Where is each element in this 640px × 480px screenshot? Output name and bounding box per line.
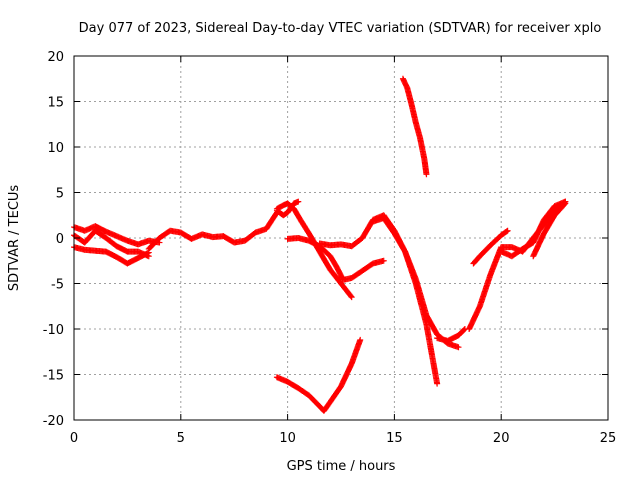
y-tick-label: 10 (47, 141, 64, 156)
data-series (273, 336, 364, 414)
data-point (357, 336, 364, 343)
data-point (348, 294, 355, 301)
x-tick-label: 0 (70, 431, 78, 446)
data-series (71, 227, 152, 260)
data-points (71, 75, 569, 414)
x-tick-label: 20 (493, 431, 510, 446)
data-point (460, 326, 467, 333)
data-point (504, 227, 511, 234)
data-point (380, 257, 387, 264)
y-tick-label: 20 (47, 50, 64, 65)
x-tick-label: 10 (279, 431, 296, 446)
data-series (470, 227, 511, 267)
y-tick-label: -5 (51, 278, 64, 293)
data-series (399, 75, 430, 178)
y-tick-label: 5 (56, 187, 64, 202)
grid-lines (74, 56, 608, 420)
data-series (498, 198, 569, 260)
data-point (561, 201, 568, 208)
x-tick-label: 25 (600, 431, 617, 446)
data-point (503, 228, 510, 235)
y-tick-label: -20 (43, 414, 64, 429)
data-point (434, 380, 441, 387)
data-series (71, 244, 152, 267)
y-tick-label: -15 (43, 369, 64, 384)
data-point (347, 293, 354, 300)
data-point (562, 200, 569, 207)
x-tick-label: 5 (177, 431, 185, 446)
axis-ticks: 0 5 10 15 20 25 -20 -15 -10 -5 0 5 10 15 20 (43, 50, 617, 446)
y-tick-label: 0 (56, 232, 64, 247)
data-series (370, 214, 462, 351)
data-point (455, 344, 462, 351)
data-series (145, 209, 280, 252)
data-series (434, 326, 468, 344)
chart-title: Day 077 of 2023, Sidereal Day-to-day VTE… (79, 21, 602, 36)
data-point (295, 198, 302, 205)
y-axis-label: SDTVAR / TECUs (7, 185, 22, 292)
y-tick-label: 15 (47, 96, 64, 111)
data-series (273, 198, 302, 219)
x-axis-label: GPS time / hours (287, 459, 396, 474)
x-tick-label: 15 (386, 431, 403, 446)
data-point (423, 171, 430, 178)
y-tick-label: -10 (43, 323, 64, 338)
data-series (530, 200, 569, 260)
